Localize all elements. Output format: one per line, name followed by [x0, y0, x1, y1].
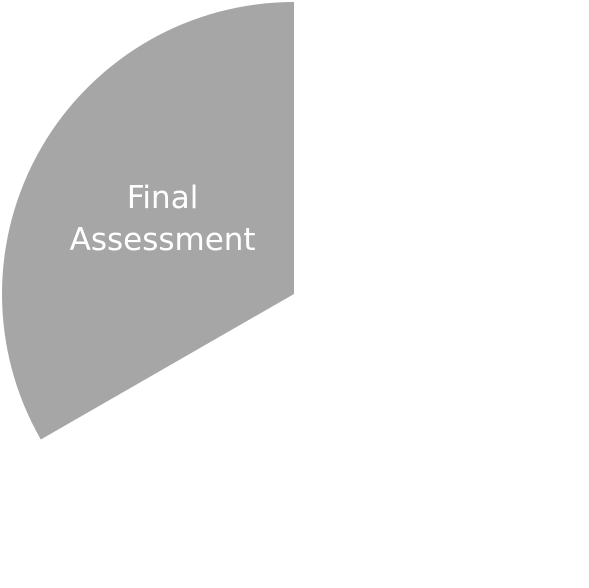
- pie-slice: [2, 2, 294, 440]
- pie-slice-label: Final Assessment: [70, 180, 256, 258]
- slices-layer: [2, 2, 294, 440]
- pie-slice-label-line: Final: [127, 180, 198, 216]
- labels-layer: Final Assessment: [70, 180, 256, 258]
- pie-slice-label-line: Assessment: [70, 222, 256, 258]
